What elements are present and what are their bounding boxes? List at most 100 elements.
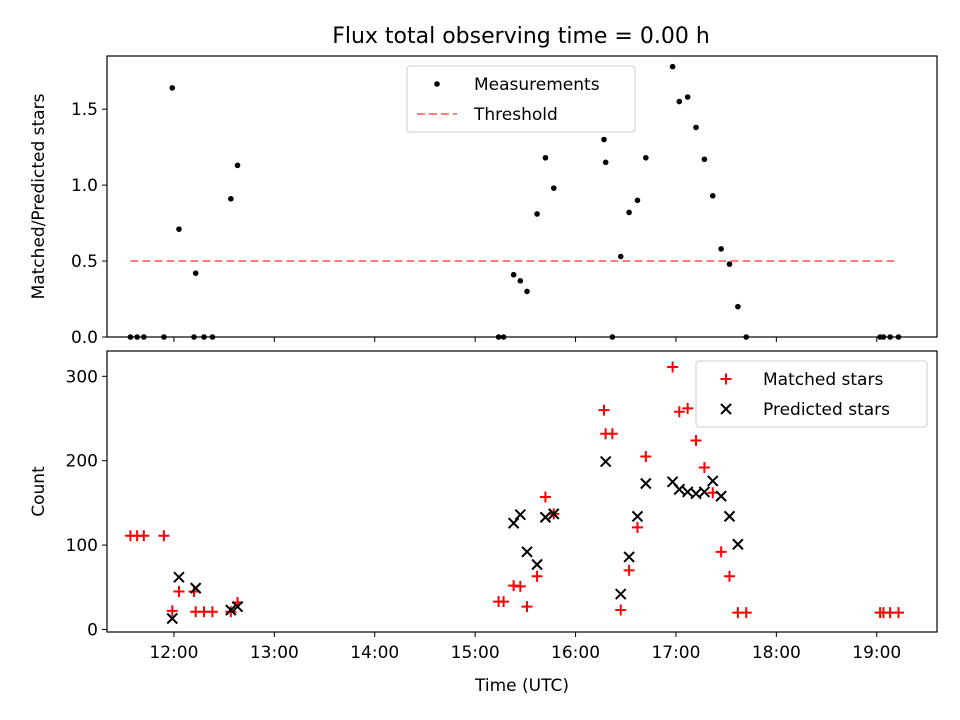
data-point (173, 585, 185, 597)
data-point (690, 434, 702, 446)
data-point (225, 606, 237, 618)
x-tick-label: 18:00 (752, 643, 801, 663)
x-tick-label: 16:00 (551, 643, 600, 663)
data-point (615, 588, 627, 600)
legend-swatch (720, 403, 732, 415)
data-point (542, 154, 549, 161)
data-point (134, 334, 140, 340)
data-point (531, 570, 543, 582)
data-point (606, 428, 618, 440)
data-point (166, 612, 178, 625)
data-point (498, 596, 510, 608)
y-axis-label: Matched/Predicted stars (29, 93, 49, 299)
data-point (895, 334, 902, 340)
data-point (598, 404, 610, 416)
data-point (718, 246, 724, 252)
data-point (673, 406, 685, 418)
data-point (138, 530, 150, 542)
x-tick-label: 12:00 (149, 643, 198, 663)
data-point (189, 582, 202, 594)
data-point (724, 570, 735, 582)
data-point (681, 486, 694, 498)
y-axis-label: Count (29, 466, 49, 517)
series-matched-stars (124, 361, 905, 619)
data-point (231, 600, 244, 613)
data-point (640, 450, 652, 462)
y-tick-label: 0.5 (71, 252, 98, 272)
series-measurements (127, 63, 902, 340)
data-point (615, 604, 627, 616)
legend-label: Threshold (473, 105, 558, 125)
legend: Matched stars Predicted stars (695, 360, 928, 428)
data-point (228, 195, 234, 202)
data-point (209, 334, 216, 340)
x-tick-label: 19:00 (852, 643, 901, 663)
data-point (609, 334, 616, 340)
axes-frame (106, 350, 938, 633)
data-point (690, 487, 702, 500)
data-point (634, 197, 641, 204)
y-tick-label: 0.0 (71, 328, 98, 348)
data-point (682, 402, 694, 414)
bottom-panel: 12:00 13:00 14:00 15:00 16:00 17:00 18:00 19:00… (29, 350, 938, 696)
data-point (599, 455, 612, 468)
data-point (698, 486, 711, 498)
data-point (141, 334, 147, 340)
data-point (161, 334, 167, 340)
y-tick-label: 0 (87, 620, 98, 640)
y-tick-label: 300 (66, 367, 98, 387)
legend-box (406, 65, 636, 133)
data-point (500, 334, 507, 340)
data-point (723, 510, 736, 523)
data-point (510, 271, 517, 278)
data-point (726, 261, 733, 267)
data-point (887, 334, 893, 340)
data-point (234, 162, 241, 169)
data-point (601, 136, 607, 143)
data-point (673, 483, 686, 496)
data-point (631, 510, 644, 523)
legend-label: Matched stars (763, 370, 883, 390)
data-point (534, 211, 540, 217)
data-point (514, 508, 527, 521)
legend-swatch (720, 373, 732, 385)
series-predicted-stars (166, 455, 744, 625)
data-point (643, 154, 649, 161)
data-point (548, 508, 560, 520)
data-point (539, 491, 551, 503)
data-point (550, 185, 557, 191)
axes-frame (106, 55, 938, 338)
y-tick-label: 100 (66, 536, 98, 556)
data-point (127, 334, 134, 340)
legend-box (695, 360, 928, 428)
data-point (693, 124, 699, 131)
data-point (176, 226, 182, 232)
data-point (709, 192, 716, 199)
data-point (514, 580, 526, 592)
data-point (521, 546, 533, 558)
x-tick-label: 15:00 (451, 643, 500, 663)
data-point (192, 270, 199, 277)
y-tick-label: 200 (66, 452, 98, 472)
data-point (707, 475, 719, 487)
data-point (684, 94, 691, 100)
data-point (732, 538, 744, 550)
data-point (669, 63, 676, 70)
legend: Measurements Threshold (406, 65, 636, 133)
data-point (740, 607, 752, 619)
data-point (539, 511, 552, 523)
y-tick-label: 1.0 (71, 176, 98, 196)
data-point (623, 564, 635, 576)
x-tick-label: 17:00 (651, 643, 700, 663)
data-point (676, 98, 683, 105)
data-point (191, 334, 197, 340)
data-point (893, 607, 905, 619)
data-point (623, 551, 635, 563)
x-tick-label: 13:00 (250, 643, 299, 663)
chart-title: Flux total observing time = 0.00 h (332, 24, 710, 49)
data-point (201, 334, 207, 340)
legend-swatch (434, 81, 440, 87)
data-point (880, 334, 887, 340)
data-point (225, 604, 237, 616)
x-tick-label: 14:00 (350, 643, 399, 663)
